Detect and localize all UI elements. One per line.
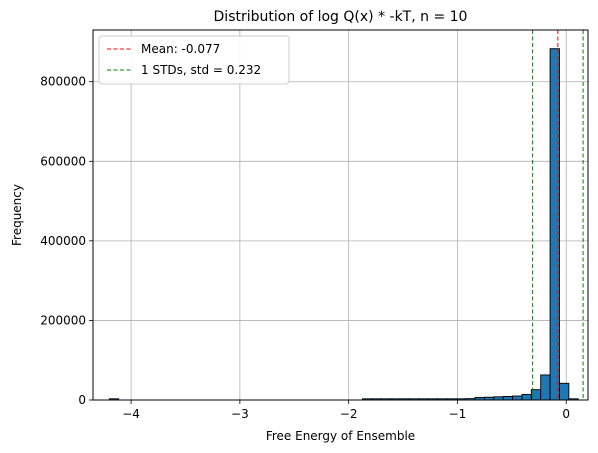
y-tick-label: 600000: [40, 154, 86, 168]
x-tick-label: −4: [122, 407, 140, 421]
chart-title: Distribution of log Q(x) * -kT, n = 10: [214, 9, 468, 25]
histogram-bar: [559, 382, 570, 401]
histogram-bar: [502, 395, 514, 401]
plot-frame: [92, 29, 589, 401]
legend-box: [98, 35, 290, 85]
reference-lines: [532, 30, 584, 400]
x-tick-label: −2: [340, 407, 358, 421]
histogram-bar: [549, 48, 560, 401]
x-tick-label: −1: [449, 407, 467, 421]
legend-entry-label: Mean: -0.077: [141, 42, 220, 56]
y-axis-ticks: 0 200000 400000 600000 800000: [40, 75, 93, 407]
legend: Mean: -0.077 1 STDs, std = 0.232: [98, 35, 290, 85]
y-tick-label: 200000: [40, 313, 86, 327]
legend-entry-label: 1 STDs, std = 0.232: [141, 63, 261, 77]
histogram-bars: [108, 48, 579, 401]
y-tick-label: 0: [78, 393, 86, 407]
histogram-bar: [512, 395, 523, 401]
y-tick-label: 800000: [40, 75, 86, 89]
y-tick-label: 400000: [40, 234, 86, 248]
y-axis-label: Frequency: [10, 184, 24, 246]
x-axis-ticks: −4 −3 −2 −1 0: [122, 400, 570, 421]
x-tick-label: 0: [562, 407, 570, 421]
x-tick-label: −3: [231, 407, 249, 421]
x-axis-label: Free Energy of Ensemble: [266, 429, 415, 443]
histogram-bar: [521, 393, 532, 401]
histogram-bar: [540, 374, 551, 401]
